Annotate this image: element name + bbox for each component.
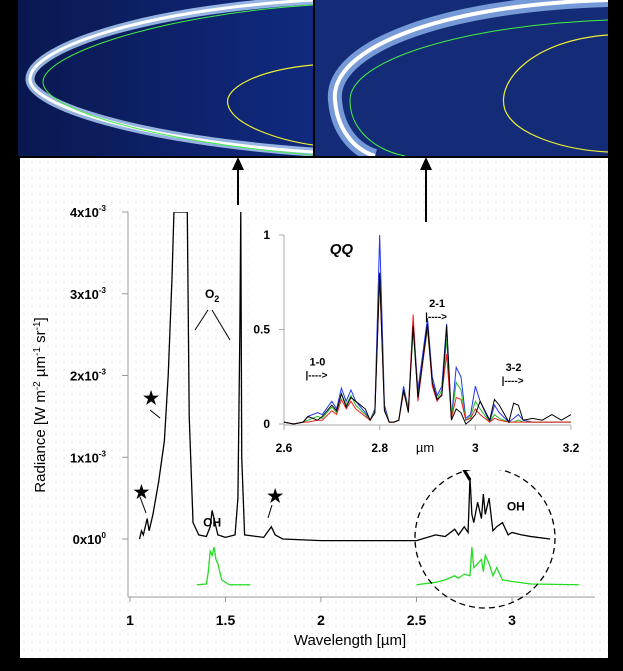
y-tick-label: 3x10-3 (70, 286, 107, 302)
annotation-arrow (194, 309, 209, 331)
annotation-arrow (139, 496, 147, 514)
band-arrow: |----> (305, 370, 327, 381)
x-tick-label: 2.5 (407, 612, 427, 628)
inset-x-tick-label: 2.8 (371, 441, 388, 455)
series-line-model (196, 547, 251, 586)
inset-x-tick-label: 2.6 (276, 441, 293, 455)
band-arrow: |----> (425, 312, 447, 323)
annotation-label: OH (203, 516, 221, 530)
right-auroral-image (315, 0, 608, 156)
y-tick-label: 1x10-3 (70, 449, 107, 465)
highlight-circle (414, 467, 556, 609)
annotation-arrow (267, 504, 273, 519)
x-tick-label: 1 (126, 612, 134, 628)
inset-series-blue (283, 234, 571, 425)
inset-x-tick-label: 3 (472, 441, 479, 455)
star-marker: ★ (267, 486, 284, 506)
inset-annotation: 3-2 (506, 362, 522, 374)
inset-background (255, 222, 585, 470)
annotation-arrow (149, 409, 161, 419)
inset-annotation: QQ (330, 241, 354, 258)
y-tick-label: 0x100 (73, 531, 107, 547)
x-tick-label: 1.5 (216, 612, 236, 628)
inset-y-tick-label: 0 (263, 417, 270, 431)
arrowhead-icon (420, 157, 432, 170)
series-line-observed (138, 212, 551, 542)
y-axis-label: Radiance [W m-2 µm-1 sr-1] (32, 317, 49, 492)
star-marker: ★ (133, 482, 150, 502)
series-line-model (416, 547, 579, 586)
x-axis-label: Wavelength [µm] (294, 632, 406, 649)
annotation-label: O2 (205, 287, 219, 304)
x-tick-label: 2 (317, 612, 325, 628)
inset-y-tick-label: 1 (263, 228, 270, 242)
star-marker: ★ (143, 388, 160, 408)
inset-x-axis-label: µm (416, 440, 434, 455)
inset-annotation: 2-1 (429, 298, 445, 310)
x-tick-label: 3 (508, 612, 516, 628)
annotation-label: OH (507, 499, 525, 513)
arrowhead-icon (232, 157, 244, 170)
band-arrow: |----> (502, 376, 524, 387)
y-tick-label: 4x10-3 (70, 204, 107, 220)
left-auroral-image (18, 0, 313, 156)
annotation-arrow (211, 309, 231, 341)
inset-y-tick-label: 0.5 (253, 323, 270, 337)
inset-annotation: 1-0 (310, 356, 326, 368)
inset-x-tick-label: 3.2 (563, 441, 580, 455)
y-tick-label: 2x10-3 (70, 368, 107, 384)
inset-series-black (283, 272, 572, 425)
